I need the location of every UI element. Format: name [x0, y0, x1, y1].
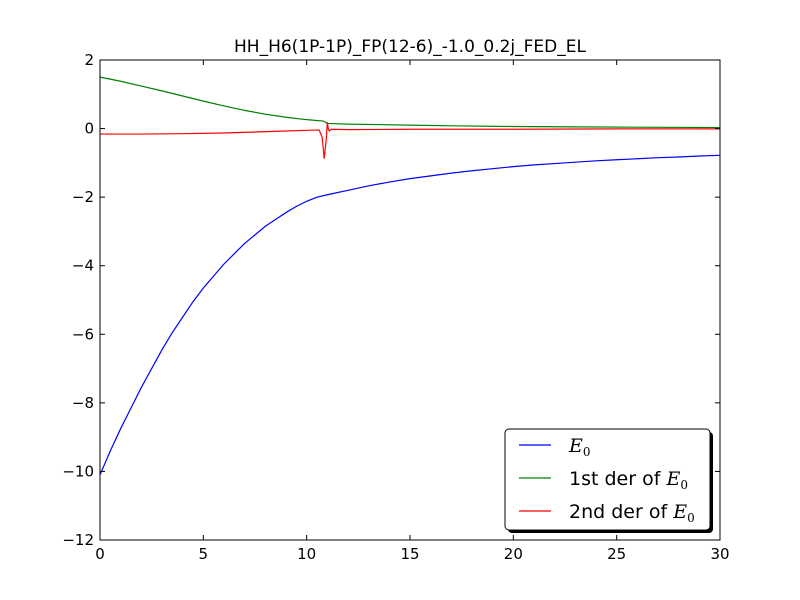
x-tick-label: 15 [400, 545, 419, 563]
x-tick-label: 10 [297, 545, 316, 563]
x-tick-label: 0 [95, 545, 105, 563]
legend-box [504, 428, 711, 531]
y-tick-label: −8 [72, 394, 94, 412]
legend: E0 1st der of E0 2nd der of E0 [504, 428, 713, 533]
y-tick-label: −10 [62, 462, 94, 480]
x-tick-label: 5 [199, 545, 209, 563]
x-tick-label: 30 [710, 545, 729, 563]
chart-title: HH_H6(1P-1P)_FP(12-6)_-1.0_0.2j_FED_EL [234, 37, 586, 57]
series-line-3 [100, 122, 720, 159]
legend-label-3: 2nd der of E0 [569, 501, 695, 525]
y-tick-label: −6 [72, 325, 94, 343]
y-tick-label: −4 [72, 257, 94, 275]
x-tick-label: 20 [504, 545, 523, 563]
series-line-2 [100, 76, 720, 129]
y-tick-label: 0 [84, 120, 94, 138]
x-tick-label: 25 [607, 545, 626, 563]
y-tick-label: −2 [72, 188, 94, 206]
y-tick-label: −12 [62, 531, 94, 549]
legend-label-2: 1st der of E0 [569, 468, 688, 492]
series-line-1 [100, 154, 720, 476]
y-tick-label: 2 [84, 51, 94, 69]
legend-label-1: E0 [568, 435, 591, 459]
